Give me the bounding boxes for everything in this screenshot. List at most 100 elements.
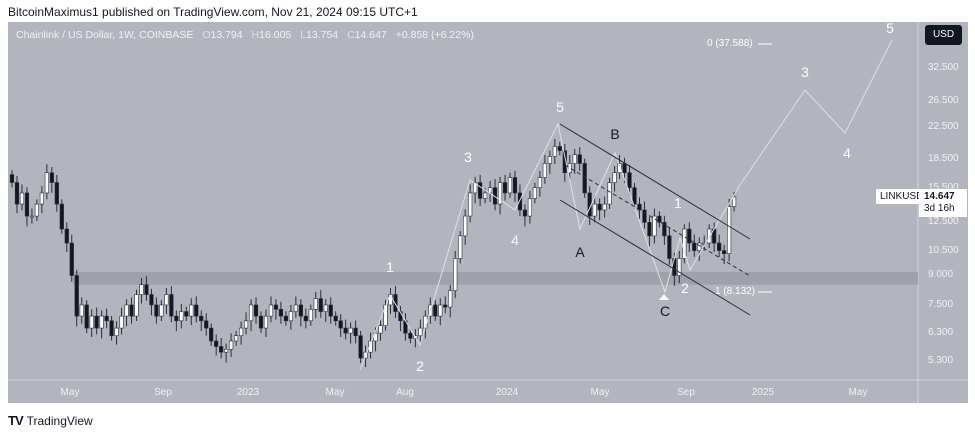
last-price: 14.647 xyxy=(924,191,955,202)
candle-body xyxy=(234,335,239,342)
candle-body xyxy=(333,315,338,322)
wave-label: 4 xyxy=(843,145,851,161)
candle-body xyxy=(607,182,612,205)
candle-body xyxy=(229,340,234,350)
candle xyxy=(592,195,597,223)
wave-label: C xyxy=(659,303,671,319)
candle-body xyxy=(114,327,119,337)
time-axis-label: May xyxy=(325,387,345,398)
tradingview-logo[interactable]: TV TradingView xyxy=(8,413,93,428)
price-axis-label: 10.500 xyxy=(928,244,959,256)
fib-level-top: 0 (37.588) xyxy=(707,38,753,49)
candle xyxy=(642,201,647,229)
candle xyxy=(607,177,612,210)
candle xyxy=(632,182,637,210)
candle xyxy=(727,198,732,262)
candle-body xyxy=(577,154,582,164)
candle xyxy=(199,310,204,332)
candle-body xyxy=(458,235,463,259)
candle xyxy=(54,174,59,212)
candle xyxy=(697,237,702,261)
candle xyxy=(492,179,498,211)
candle xyxy=(99,310,104,339)
wave-label: B xyxy=(610,126,620,142)
price-axis-label: 22.500 xyxy=(928,121,959,133)
candle-body xyxy=(34,203,39,217)
candle xyxy=(338,314,343,338)
candle xyxy=(463,209,468,245)
candle-body xyxy=(592,203,597,217)
tradingview-logo-icon: TV xyxy=(8,413,24,428)
candle xyxy=(318,290,323,318)
currency-button[interactable]: USD xyxy=(925,25,962,45)
time-axis-label: 2025 xyxy=(751,387,775,398)
candle-body xyxy=(179,311,184,322)
candle-body xyxy=(19,192,25,205)
candle-body xyxy=(253,304,259,317)
candle xyxy=(662,215,667,245)
candle xyxy=(229,333,234,357)
candle-body xyxy=(692,242,697,251)
candle-body xyxy=(169,294,174,317)
last-price-tag: 14.647 3d 16h xyxy=(919,189,967,217)
candle xyxy=(577,147,582,172)
candle-body xyxy=(159,304,164,317)
candle xyxy=(348,322,353,344)
chart-area[interactable] xyxy=(8,22,968,403)
candle xyxy=(159,300,164,322)
candle xyxy=(189,298,194,326)
candle-body xyxy=(104,315,109,322)
bar-countdown: 3d 16h xyxy=(924,203,955,214)
time-axis-label: Aug xyxy=(396,387,414,398)
candle-body xyxy=(199,315,204,322)
candle xyxy=(273,299,279,320)
candle xyxy=(667,227,672,265)
low-value: 13.754 xyxy=(306,29,339,41)
candle xyxy=(453,250,458,299)
candle-body xyxy=(497,182,503,205)
candle xyxy=(393,286,398,318)
candle xyxy=(527,190,533,224)
wave-label: 1 xyxy=(674,195,682,211)
candle xyxy=(333,311,338,326)
candle-body xyxy=(243,320,249,329)
candle-body xyxy=(74,275,79,317)
candle xyxy=(288,304,293,330)
candle xyxy=(368,332,373,359)
candle-body xyxy=(602,203,607,211)
candle xyxy=(243,312,249,335)
price-axis-label: 6.300 xyxy=(928,327,954,339)
candle xyxy=(283,311,289,326)
price-axis-label: 7.500 xyxy=(928,298,954,310)
candle-body xyxy=(144,284,149,295)
candle-body xyxy=(373,332,378,342)
candle xyxy=(149,288,154,316)
candle-body xyxy=(552,146,557,157)
candle xyxy=(139,278,144,304)
candle-body xyxy=(263,315,269,329)
candle xyxy=(443,296,448,314)
candle xyxy=(562,143,567,182)
candle xyxy=(378,318,383,341)
candle xyxy=(219,337,224,359)
candle xyxy=(129,297,134,324)
candle-body xyxy=(468,192,473,217)
candle-body xyxy=(238,327,244,337)
wave-label: 3 xyxy=(464,149,472,165)
candle-body xyxy=(209,327,214,342)
candle xyxy=(44,164,49,200)
channel-mid-line xyxy=(564,164,751,277)
candle-body xyxy=(343,327,348,334)
candle-body xyxy=(124,304,129,317)
candle-body xyxy=(697,242,702,251)
candle-body xyxy=(328,304,333,317)
candle xyxy=(164,287,169,314)
candle xyxy=(637,197,642,219)
price-axis-label: 15.500 xyxy=(928,181,959,193)
time-axis-label: May xyxy=(848,387,868,398)
candle xyxy=(154,297,159,324)
candle-body xyxy=(448,290,453,308)
candle-body xyxy=(99,315,104,329)
candle xyxy=(418,319,423,342)
candle-body xyxy=(59,203,64,230)
